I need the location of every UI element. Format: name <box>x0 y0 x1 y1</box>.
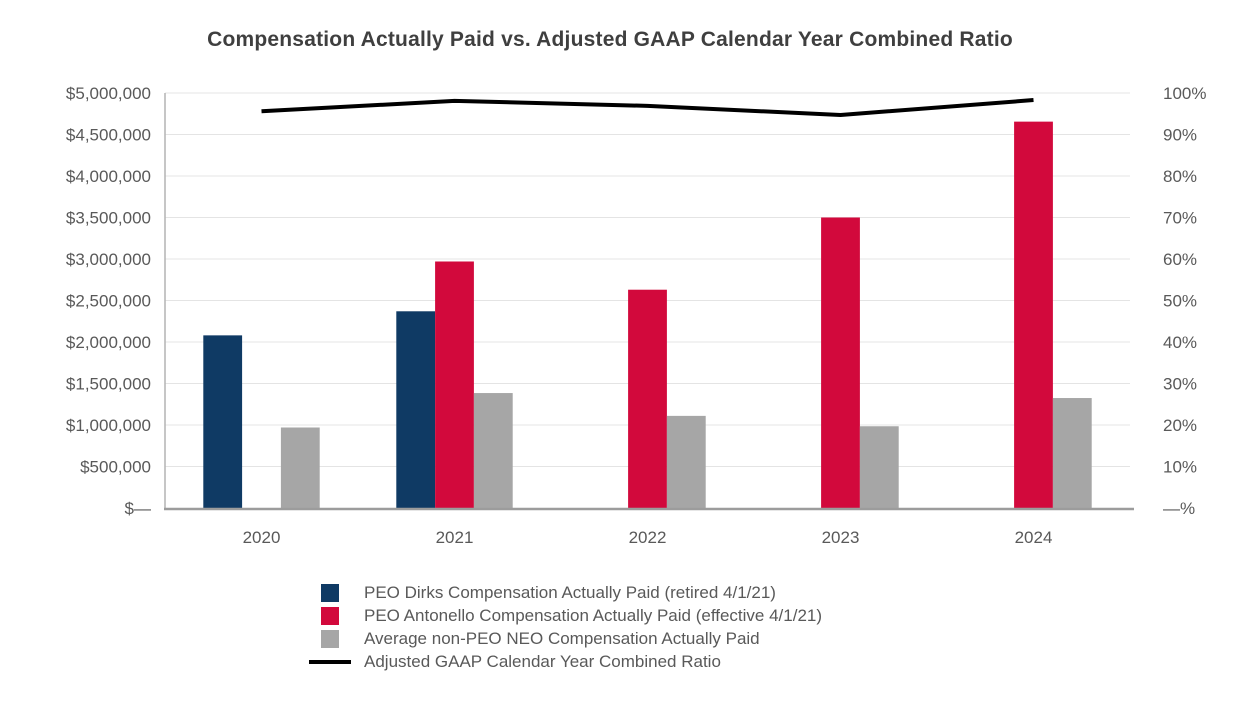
legend-label: Adjusted GAAP Calendar Year Combined Rat… <box>364 651 721 671</box>
legend-swatch-cell <box>308 659 352 664</box>
y-axis-label-right: 90% <box>1163 126 1197 145</box>
y-axis-label-left: $1,000,000 <box>66 416 151 435</box>
bar-peo-dirks-cap-2020 <box>203 335 243 508</box>
y-axis-label-right: 40% <box>1163 333 1197 352</box>
y-axis-label-right: 10% <box>1163 458 1197 477</box>
legend-item-peo-dirks-cap: PEO Dirks Compensation Actually Paid (re… <box>308 581 822 604</box>
bar-avg-non-peo-neo-cap-2021 <box>473 393 513 508</box>
x-axis-label-2020: 2020 <box>243 528 281 547</box>
y-axis-label-left: $3,000,000 <box>66 250 151 269</box>
bar-avg-non-peo-neo-cap-2022 <box>666 415 706 508</box>
legend-square-swatch-icon <box>321 606 339 625</box>
y-axis-label-left: $2,500,000 <box>66 292 151 311</box>
bar-avg-non-peo-neo-cap-2020 <box>280 427 320 508</box>
y-axis-label-right: 60% <box>1163 250 1197 269</box>
legend-label: PEO Antonello Compensation Actually Paid… <box>364 605 823 625</box>
y-axis-label-right: 30% <box>1163 375 1197 394</box>
y-axis-label-left: $2,000,000 <box>66 333 151 352</box>
bar-peo-antonello-cap-2021 <box>435 261 474 508</box>
bar-avg-non-peo-neo-cap-2024 <box>1052 398 1092 508</box>
chart-legend: PEO Dirks Compensation Actually Paid (re… <box>308 581 822 673</box>
legend-item-peo-antonello-cap: PEO Antonello Compensation Actually Paid… <box>308 604 822 627</box>
legend-square-swatch-icon <box>321 629 339 648</box>
y-axis-label-left: $500,000 <box>80 458 151 477</box>
adjusted-gaap-combined-ratio-line <box>261 98 1034 117</box>
x-axis-label-2022: 2022 <box>629 528 667 547</box>
bar-peo-dirks-cap-2021 <box>396 311 436 508</box>
y-axis-label-right: 50% <box>1163 292 1197 311</box>
y-axis-label-right: 70% <box>1163 209 1197 228</box>
y-axis-label-left: $4,000,000 <box>66 167 151 186</box>
legend-swatch-cell <box>308 606 352 625</box>
legend-line-swatch-icon <box>309 659 351 664</box>
x-axis-label-2021: 2021 <box>436 528 474 547</box>
legend-square-swatch-icon <box>321 583 339 602</box>
legend-swatch-cell <box>308 583 352 602</box>
y-axis-label-left: $3,500,000 <box>66 209 151 228</box>
chart-title: Compensation Actually Paid vs. Adjusted … <box>207 28 1013 51</box>
legend-label: Average non-PEO NEO Compensation Actuall… <box>364 628 760 648</box>
plot-area: $5,000,000 100% $4,500,000 90% $4,000,000 80%… <box>66 84 1207 547</box>
y-axis-label-right: 100% <box>1163 84 1206 103</box>
bar-peo-antonello-cap-2022 <box>628 289 667 508</box>
y-axis-label-left: $4,500,000 <box>66 126 151 145</box>
bar-peo-antonello-cap-2023 <box>821 217 860 508</box>
x-axis-label-2023: 2023 <box>822 528 860 547</box>
y-axis-label-right: —% <box>1163 499 1195 518</box>
y-axis-label-left: $— <box>125 499 151 518</box>
legend-swatch-cell <box>308 629 352 648</box>
bar-avg-non-peo-neo-cap-2023 <box>859 426 899 508</box>
y-axis-label-right: 20% <box>1163 416 1197 435</box>
legend-item-adjusted-gaap-combined-ratio: Adjusted GAAP Calendar Year Combined Rat… <box>308 650 822 673</box>
legend-label: PEO Dirks Compensation Actually Paid (re… <box>364 582 776 602</box>
x-axis-label-2024: 2024 <box>1015 528 1053 547</box>
legend-item-avg-non-peo-neo-cap: Average non-PEO NEO Compensation Actuall… <box>308 627 822 650</box>
y-axis-label-left: $5,000,000 <box>66 84 151 103</box>
bar-peo-antonello-cap-2024 <box>1014 121 1053 508</box>
y-axis-label-right: 80% <box>1163 167 1197 186</box>
y-axis-label-left: $1,500,000 <box>66 375 151 394</box>
